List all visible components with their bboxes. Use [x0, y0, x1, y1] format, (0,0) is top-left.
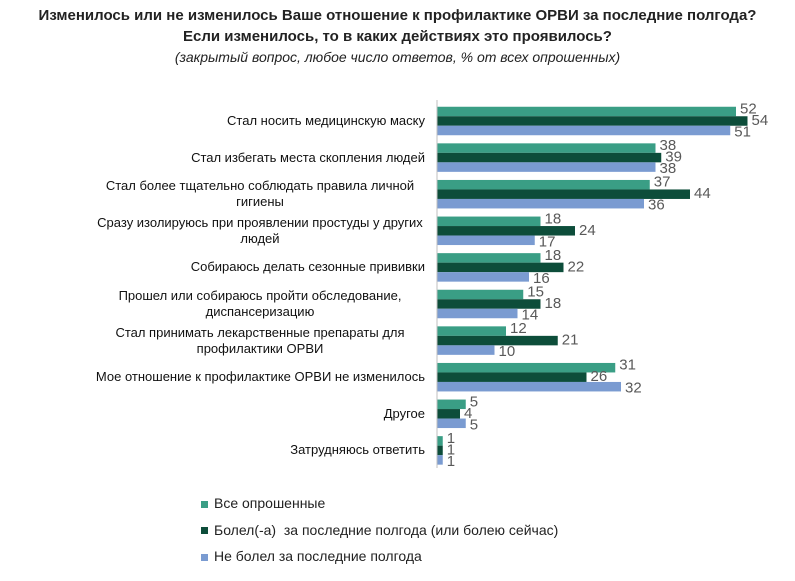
legend-label: Болел(-а) за последние полгода (или боле…: [214, 521, 559, 538]
value-label: 51: [734, 123, 751, 140]
category-label-text: Стал избегать места скопления людей: [191, 149, 425, 165]
value-label: 52: [740, 100, 757, 117]
category-label: Стал избегать места скопления людей: [65, 150, 425, 166]
value-label: 31: [619, 357, 636, 374]
category-label-text: Собираюсь делать сезонные прививки: [190, 259, 425, 275]
category-label-text: Стал более тщательно соблюдать правила л…: [105, 178, 415, 210]
value-label: 5: [470, 416, 478, 433]
category-label: Стал носить медицинскую маску: [65, 113, 425, 129]
category-label: Сразу изолируюсь при проявлении простуды…: [65, 215, 425, 247]
legend-swatch: [201, 553, 208, 561]
bar: [437, 335, 558, 346]
value-label: 1: [447, 430, 455, 447]
bar: [437, 152, 662, 163]
bar: [437, 125, 731, 136]
legend-label: Все опрошенные: [214, 495, 326, 511]
bar: [437, 299, 541, 309]
bar: [437, 253, 541, 263]
legend-item: Не болел за последние полгода: [201, 548, 422, 564]
chart-title: Изменилось или не изменилось Ваше отноше…: [38, 7, 757, 24]
legend-swatch: [201, 500, 208, 508]
bar: [437, 326, 506, 336]
bar: [437, 235, 535, 246]
value-label: 21: [562, 332, 579, 349]
bar: [437, 106, 736, 117]
bar: [437, 272, 529, 282]
chart-subtitle: (закрытый вопрос, любое число ответов, %…: [174, 49, 621, 65]
category-label-text: Мое отношение к профилактике ОРВИ не изм…: [95, 369, 425, 385]
bar: [437, 362, 616, 373]
value-label: 36: [648, 197, 665, 214]
category-label-text: Прошел или собираюсь пройти обследование…: [118, 288, 402, 319]
bar: [437, 198, 644, 209]
value-label: 18: [545, 295, 562, 312]
bar: [437, 409, 460, 419]
chart-title: Если изменилось, то в каких действиях эт…: [183, 28, 612, 45]
value-label: 37: [654, 174, 671, 191]
category-label-text: Затрудняюсь ответить: [290, 442, 425, 458]
bar: [437, 381, 621, 392]
value-label: 16: [533, 270, 550, 287]
bar: [437, 372, 587, 382]
value-label: 38: [660, 160, 677, 177]
bar: [437, 116, 748, 126]
value-label: 1: [447, 453, 455, 470]
value-label: 18: [545, 247, 562, 264]
bar: [437, 445, 443, 456]
bar: [437, 226, 575, 236]
value-label: 39: [665, 149, 682, 166]
value-label: 32: [625, 380, 642, 397]
category-label-text: Стал носить медицинскую маску: [227, 113, 425, 128]
value-label: 12: [510, 320, 527, 337]
value-label: 44: [694, 185, 711, 202]
bar: [437, 289, 524, 300]
legend-swatch: [201, 527, 208, 535]
value-label: 22: [568, 258, 585, 275]
bar: [437, 308, 518, 319]
bar: [437, 455, 443, 465]
category-label: Стал принимать лекарственные препараты д…: [65, 325, 425, 357]
value-label: 10: [499, 343, 516, 360]
value-label: 18: [545, 210, 562, 227]
value-label: 5: [470, 393, 478, 410]
legend-label: Не болел за последние полгода: [214, 548, 422, 564]
value-label: 54: [752, 112, 769, 129]
category-label: Другое: [65, 406, 425, 422]
category-label-text: Сразу изолируюсь при проявлении простуды…: [97, 214, 423, 246]
category-label-text: Стал принимать лекарственные препараты д…: [115, 324, 405, 356]
bar: [437, 179, 650, 190]
value-label: 17: [539, 233, 556, 250]
bar: [437, 345, 495, 355]
category-label-text: Другое: [383, 405, 425, 421]
category-label: Стал более тщательно соблюдать правила л…: [65, 178, 425, 210]
value-label: 4: [464, 405, 472, 422]
category-label: Затрудняюсь ответить: [65, 442, 425, 458]
bar: [437, 436, 443, 446]
value-label: 14: [522, 306, 539, 323]
bar: [437, 162, 656, 172]
value-label: 26: [591, 368, 608, 385]
value-label: 15: [527, 283, 544, 300]
bar: [437, 262, 564, 273]
value-label: 1: [447, 441, 455, 458]
category-label: Собираюсь делать сезонные прививки: [65, 259, 425, 275]
legend-item: Все опрошенные: [201, 495, 325, 511]
bar: [437, 216, 541, 227]
legend-item: Болел(-а) за последние полгода (или боле…: [201, 522, 558, 538]
bar: [437, 399, 466, 410]
bar: [437, 418, 466, 429]
bar: [437, 143, 656, 153]
category-label: Мое отношение к профилактике ОРВИ не изм…: [65, 369, 425, 385]
value-label: 24: [579, 222, 596, 239]
bar: [437, 189, 690, 199]
category-label: Прошел или собираюсь пройти обследование…: [65, 288, 425, 320]
value-label: 38: [660, 137, 677, 154]
